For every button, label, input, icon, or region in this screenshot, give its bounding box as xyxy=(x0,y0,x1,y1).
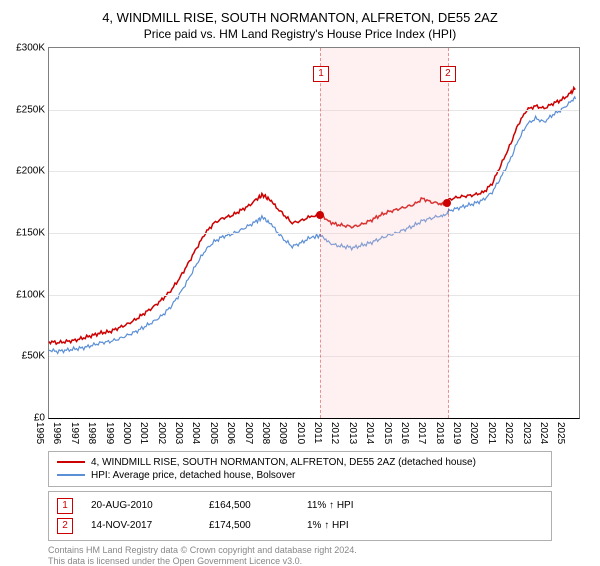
x-axis-label: 2002 xyxy=(156,422,167,444)
event-marker-1: 1 xyxy=(313,66,329,82)
event-delta: 1% ↑ HPI xyxy=(307,520,387,531)
series-line xyxy=(49,87,576,344)
chart-plot-area: £0£50K£100K£150K£200K£250K£300K199519961… xyxy=(48,47,580,419)
x-axis-label: 2009 xyxy=(277,422,288,444)
x-axis-label: 2012 xyxy=(329,422,340,444)
x-axis-label: 2005 xyxy=(208,422,219,444)
legend-label: HPI: Average price, detached house, Bols… xyxy=(91,470,295,481)
x-axis-label: 2025 xyxy=(555,422,566,444)
gridline xyxy=(49,295,579,296)
event-marker-icon: 1 xyxy=(57,498,73,514)
x-axis-label: 2024 xyxy=(538,422,549,444)
gridline xyxy=(49,233,579,234)
x-axis-label: 2022 xyxy=(503,422,514,444)
x-axis-label: 2000 xyxy=(121,422,132,444)
x-axis-label: 1996 xyxy=(51,422,62,444)
x-axis-label: 2014 xyxy=(364,422,375,444)
y-axis-label: £150K xyxy=(16,227,49,238)
x-axis-label: 2006 xyxy=(225,422,236,444)
x-axis-label: 2011 xyxy=(312,422,323,444)
chart-title: 4, WINDMILL RISE, SOUTH NORMANTON, ALFRE… xyxy=(0,0,600,27)
highlight-band xyxy=(320,48,449,418)
x-axis-label: 2003 xyxy=(173,422,184,444)
y-axis-label: £100K xyxy=(16,289,49,300)
gridline xyxy=(49,171,579,172)
x-axis-label: 2001 xyxy=(138,422,149,444)
y-axis-label: £300K xyxy=(16,42,49,53)
event-marker-icon: 2 xyxy=(57,518,73,534)
event-marker-2: 2 xyxy=(440,66,456,82)
x-axis-label: 2016 xyxy=(399,422,410,444)
legend: 4, WINDMILL RISE, SOUTH NORMANTON, ALFRE… xyxy=(48,451,552,487)
legend-swatch xyxy=(57,461,85,463)
event-date: 14-NOV-2017 xyxy=(91,520,191,531)
x-axis-label: 2013 xyxy=(347,422,358,444)
legend-label: 4, WINDMILL RISE, SOUTH NORMANTON, ALFRE… xyxy=(91,457,476,468)
x-axis-label: 1997 xyxy=(69,422,80,444)
y-axis-label: £250K xyxy=(16,104,49,115)
legend-item: HPI: Average price, detached house, Bols… xyxy=(57,469,543,482)
y-axis-label: £200K xyxy=(16,166,49,177)
series-line xyxy=(49,97,576,354)
x-axis-label: 2018 xyxy=(434,422,445,444)
x-axis-label: 2007 xyxy=(243,422,254,444)
x-axis-label: 1999 xyxy=(104,422,115,444)
x-axis-label: 2019 xyxy=(451,422,462,444)
x-axis-label: 1995 xyxy=(34,422,45,444)
chart-container: 4, WINDMILL RISE, SOUTH NORMANTON, ALFRE… xyxy=(0,0,600,560)
event-delta: 11% ↑ HPI xyxy=(307,500,387,511)
event-dot xyxy=(316,211,324,219)
x-axis-label: 2023 xyxy=(521,422,532,444)
x-axis-label: 2008 xyxy=(260,422,271,444)
events-table: 1 20-AUG-2010 £164,500 11% ↑ HPI 2 14-NOV-201… xyxy=(48,491,552,541)
event-row: 2 14-NOV-2017 £174,500 1% ↑ HPI xyxy=(57,516,543,536)
event-dot xyxy=(443,199,451,207)
x-axis-label: 2020 xyxy=(468,422,479,444)
gridline xyxy=(49,110,579,111)
legend-item: 4, WINDMILL RISE, SOUTH NORMANTON, ALFRE… xyxy=(57,456,543,469)
footer-attribution: Contains HM Land Registry data © Crown c… xyxy=(48,545,552,566)
event-date: 20-AUG-2010 xyxy=(91,500,191,511)
y-axis-label: £50K xyxy=(22,351,49,362)
x-axis-label: 2017 xyxy=(416,422,427,444)
event-price: £174,500 xyxy=(209,520,289,531)
chart-subtitle: Price paid vs. HM Land Registry's House … xyxy=(0,27,600,47)
event-price: £164,500 xyxy=(209,500,289,511)
x-axis-label: 2004 xyxy=(190,422,201,444)
event-row: 1 20-AUG-2010 £164,500 11% ↑ HPI xyxy=(57,496,543,516)
gridline xyxy=(49,356,579,357)
footer-line1: Contains HM Land Registry data © Crown c… xyxy=(48,545,552,556)
x-axis-label: 2010 xyxy=(295,422,306,444)
x-axis-label: 1998 xyxy=(86,422,97,444)
x-axis-label: 2015 xyxy=(382,422,393,444)
x-axis-label: 2021 xyxy=(486,422,497,444)
legend-swatch xyxy=(57,474,85,476)
footer-line2: This data is licensed under the Open Gov… xyxy=(48,556,552,566)
